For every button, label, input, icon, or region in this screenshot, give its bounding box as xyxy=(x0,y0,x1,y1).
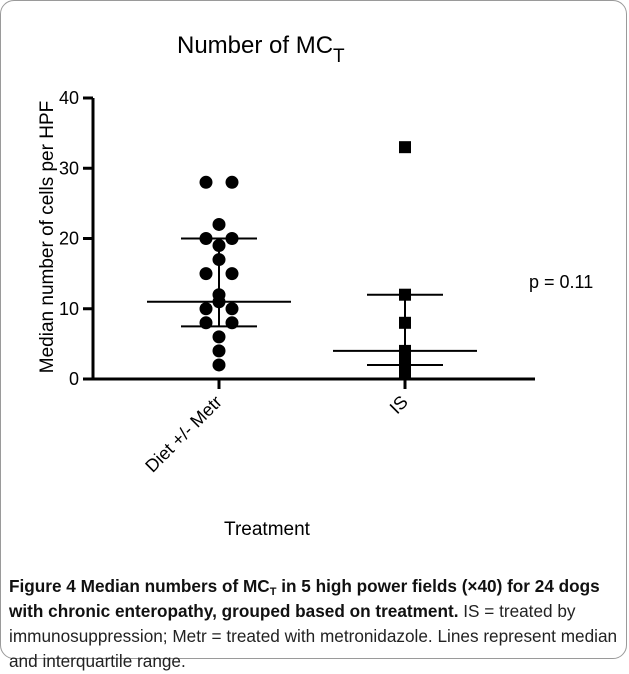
data-point xyxy=(212,358,226,372)
data-point xyxy=(225,302,239,316)
chart-title-main: Number of MC xyxy=(177,32,333,59)
data-point xyxy=(399,141,411,154)
data-point xyxy=(212,217,226,231)
chart-title: Number of MCT xyxy=(177,32,345,67)
axes: 0 10 20 30 40 Diet +/- Metr IS xyxy=(59,88,535,476)
data-point xyxy=(199,175,213,189)
figure-caption: Figure 4 Median numbers of MCT in 5 high… xyxy=(9,574,621,674)
data-marks xyxy=(147,141,477,378)
y-tick-label: 20 xyxy=(59,229,79,249)
data-point xyxy=(199,267,213,281)
data-point xyxy=(212,295,226,309)
caption-lead-subscript: T xyxy=(269,586,277,598)
y-axis-label: Median number of cells per HPF xyxy=(37,101,58,373)
caption-lead: Figure 4 Median numbers of MCT in 5 high… xyxy=(9,576,600,621)
x-axis-label: Treatment xyxy=(224,519,311,540)
data-point xyxy=(399,316,411,329)
chart: Number of MCT Median number of cells per… xyxy=(37,32,593,540)
caption-lead-part-2: in 5 high power fields (×40) for 24 dogs… xyxy=(9,576,600,621)
data-point xyxy=(212,253,226,267)
data-point xyxy=(225,232,239,245)
data-point xyxy=(225,267,239,281)
p-value-annotation: p = 0.11 xyxy=(529,272,593,292)
data-point xyxy=(199,302,213,316)
x-tick-label: Diet +/- Metr xyxy=(141,392,226,477)
data-point xyxy=(212,330,226,344)
data-point xyxy=(225,175,239,189)
data-point xyxy=(399,288,411,301)
y-tick-label: 10 xyxy=(59,299,79,319)
data-point xyxy=(212,239,226,253)
data-point xyxy=(212,344,226,358)
data-point xyxy=(199,316,213,330)
caption-lead-part-1: Figure 4 Median numbers of MC xyxy=(9,576,270,596)
data-point xyxy=(225,316,239,330)
y-tick-label: 40 xyxy=(59,88,79,108)
data-point xyxy=(399,365,411,378)
chart-title-subscript: T xyxy=(333,46,345,67)
y-tick-label: 30 xyxy=(59,158,79,178)
data-point xyxy=(199,232,213,245)
x-tick-label: IS xyxy=(386,392,412,418)
y-tick-label: 0 xyxy=(69,369,79,389)
